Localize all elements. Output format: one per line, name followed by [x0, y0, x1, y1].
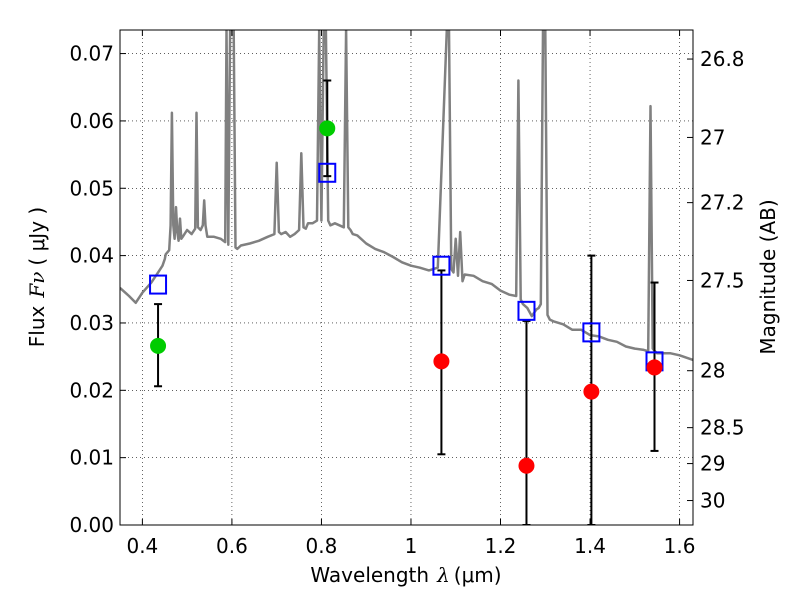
y-tick-label: 0.00 [69, 513, 114, 537]
y-tick-label: 0.01 [69, 446, 114, 470]
detection-point [150, 337, 167, 354]
y-tick-label: 0.05 [69, 176, 114, 200]
model-photometry-marker [432, 255, 451, 276]
plot-frame [119, 29, 694, 526]
y-tick-label: 0.07 [69, 42, 114, 66]
upper-limit-point [646, 359, 663, 376]
upper-limit-point [433, 353, 450, 370]
x-tick-label: 0.8 [306, 534, 338, 558]
mag-tick-label: 28 [700, 359, 725, 383]
mag-tick-label: 27.2 [700, 191, 745, 215]
ticks: 0.4 0.6 0.8 1 1.2 1.4 1.6 0.00 0.01 0.02 0.03 0.04 0… [69, 30, 745, 558]
x-tick-label: 1.6 [664, 534, 696, 558]
x-tick-label: 1.4 [574, 534, 606, 558]
y2-axis-label: Magnitude (AB) [756, 199, 780, 354]
y-tick-label: 0.04 [69, 244, 114, 268]
mag-tick-label: 29 [700, 452, 725, 476]
mag-tick-label: 27.5 [700, 268, 745, 292]
upper-limit-point [583, 383, 600, 400]
mag-tick-label: 28.5 [700, 416, 745, 440]
y-axis-label: FluxFν( μJy ) [25, 207, 49, 347]
model-photometry-marker [582, 322, 601, 343]
upper-limit-point [518, 457, 535, 474]
x-tick-label: 1 [405, 534, 418, 558]
x-axis-label: Wavelength λ (μm) [310, 563, 501, 587]
y-tick-label: 0.06 [69, 109, 114, 133]
x-tick-label: 1.2 [485, 534, 517, 558]
detection-point [319, 120, 336, 137]
model-photometry-marker [517, 300, 536, 321]
y-tick-label: 0.02 [69, 378, 114, 402]
spectrum-line [120, 30, 693, 362]
model-photometry-marker [318, 162, 337, 183]
x-tick-label: 0.4 [126, 534, 158, 558]
mag-tick-label: 26.8 [700, 47, 745, 71]
mag-tick-label: 27 [700, 125, 725, 149]
data-layer [120, 30, 693, 525]
mag-tick-label: 30 [700, 489, 725, 513]
grid [120, 30, 693, 526]
model-photometry-marker [149, 274, 168, 295]
x-tick-label: 0.6 [216, 534, 248, 558]
y-tick-label: 0.03 [69, 311, 114, 335]
